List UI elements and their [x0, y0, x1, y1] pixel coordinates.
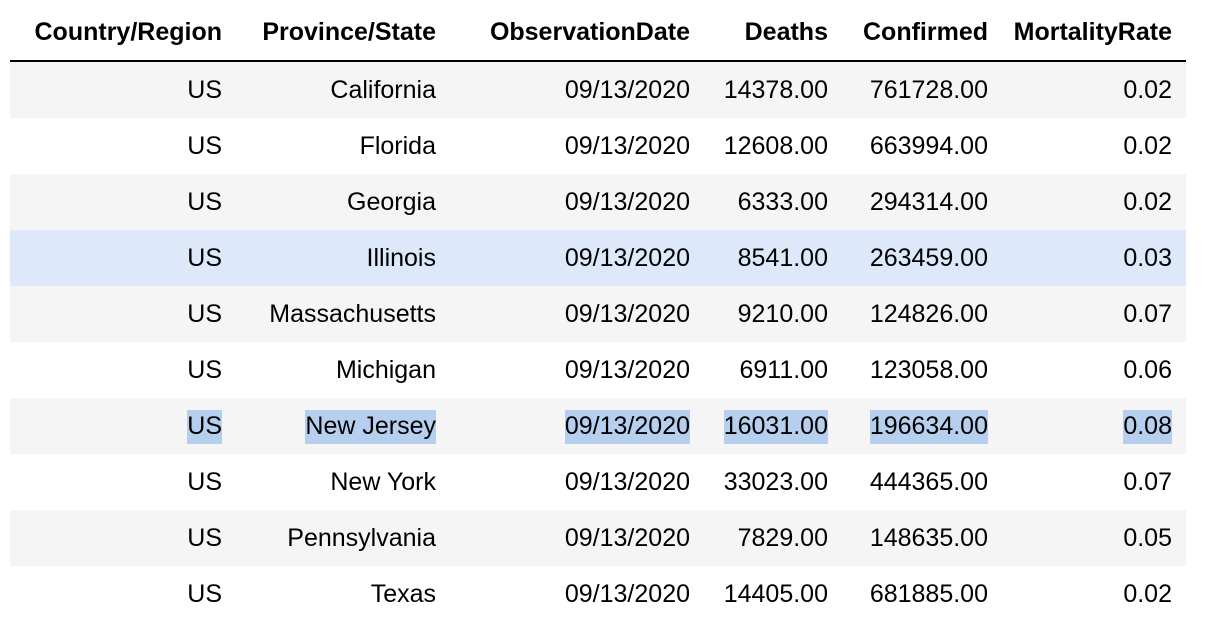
- cell-mortality-rate: 0.05: [1123, 523, 1172, 552]
- cell-province-state: Georgia: [347, 187, 436, 216]
- cell-mortality-rate: 0.02: [1123, 75, 1172, 104]
- column-header-mortality-rate: MortalityRate: [1013, 17, 1172, 46]
- cell-mortality-rate: 0.07: [1123, 467, 1172, 496]
- table-row[interactable]: US Massachusetts 09/13/2020 9210.00 1248…: [10, 286, 1186, 342]
- selected-text: US: [187, 409, 222, 444]
- cell-country-region: US: [187, 75, 222, 104]
- column-header-province-state: Province/State: [262, 17, 436, 46]
- selected-text: 09/13/2020: [564, 409, 690, 444]
- cell-country-region: US: [187, 299, 222, 328]
- dataframe-table-container: Country/Region Province/State Observatio…: [10, 4, 1186, 622]
- cell-confirmed: 148635.00: [869, 523, 988, 552]
- column-header-deaths: Deaths: [744, 17, 828, 46]
- dataframe-table: Country/Region Province/State Observatio…: [10, 4, 1186, 622]
- cell-confirmed: 263459.00: [869, 243, 988, 272]
- cell-observation-date: 09/13/2020: [564, 75, 690, 104]
- cell-confirmed: 196634.00: [842, 398, 1002, 454]
- cell-country-region: US: [187, 523, 222, 552]
- cell-province-state: Massachusetts: [269, 299, 436, 328]
- selected-text: 0.08: [1123, 409, 1172, 444]
- cell-deaths: 6333.00: [737, 187, 828, 216]
- cell-deaths: 8541.00: [737, 243, 828, 272]
- cell-province-state: Michigan: [335, 355, 436, 384]
- cell-province-state: Pennsylvania: [287, 523, 436, 552]
- selected-text: 196634.00: [869, 409, 988, 444]
- cell-country-region: US: [187, 579, 222, 608]
- cell-confirmed: 124826.00: [869, 299, 988, 328]
- cell-province-state: New Jersey: [236, 398, 450, 454]
- cell-country-region: US: [187, 243, 222, 272]
- table-row-hovered[interactable]: US Illinois 09/13/2020 8541.00 263459.00…: [10, 230, 1186, 286]
- cell-observation-date: 09/13/2020: [564, 243, 690, 272]
- table-row[interactable]: US Michigan 09/13/2020 6911.00 123058.00…: [10, 342, 1186, 398]
- table-row[interactable]: US Georgia 09/13/2020 6333.00 294314.00 …: [10, 174, 1186, 230]
- cell-mortality-rate: 0.03: [1123, 243, 1172, 272]
- cell-confirmed: 294314.00: [869, 187, 988, 216]
- cell-observation-date: 09/13/2020: [564, 299, 690, 328]
- cell-country-region: US: [10, 398, 236, 454]
- cell-province-state: Texas: [370, 579, 436, 608]
- column-header-country-region: Country/Region: [34, 17, 223, 46]
- cell-country-region: US: [187, 355, 222, 384]
- cell-observation-date: 09/13/2020: [564, 467, 690, 496]
- table-row[interactable]: US Pennsylvania 09/13/2020 7829.00 14863…: [10, 510, 1186, 566]
- cell-mortality-rate: 0.07: [1123, 299, 1172, 328]
- column-header-confirmed: Confirmed: [863, 17, 988, 46]
- cell-province-state: Illinois: [366, 243, 436, 272]
- cell-deaths: 33023.00: [723, 467, 828, 496]
- cell-country-region: US: [187, 467, 222, 496]
- cell-observation-date: 09/13/2020: [564, 579, 690, 608]
- table-row[interactable]: US New York 09/13/2020 33023.00 444365.0…: [10, 454, 1186, 510]
- cell-observation-date: 09/13/2020: [564, 355, 690, 384]
- selected-text: 16031.00: [723, 409, 828, 444]
- cell-deaths: 6911.00: [739, 355, 828, 384]
- cell-deaths: 14378.00: [723, 75, 828, 104]
- table-body: US California 09/13/2020 14378.00 761728…: [10, 61, 1186, 622]
- cell-deaths: 12608.00: [723, 131, 828, 160]
- cell-deaths: 14405.00: [723, 579, 828, 608]
- cell-country-region: US: [187, 131, 222, 160]
- selected-text: New Jersey: [305, 409, 436, 444]
- cell-confirmed: 761728.00: [869, 75, 988, 104]
- cell-mortality-rate: 0.08: [1002, 398, 1186, 454]
- cell-confirmed: 123058.00: [869, 355, 988, 384]
- cell-observation-date: 09/13/2020: [564, 131, 690, 160]
- cell-province-state: California: [330, 75, 436, 104]
- cell-mortality-rate: 0.02: [1123, 187, 1172, 216]
- cell-deaths: 7829.00: [737, 523, 828, 552]
- cell-confirmed: 444365.00: [869, 467, 988, 496]
- cell-deaths: 16031.00: [704, 398, 842, 454]
- cell-deaths: 9210.00: [737, 299, 828, 328]
- cell-confirmed: 663994.00: [869, 131, 988, 160]
- cell-country-region: US: [187, 187, 222, 216]
- table-row[interactable]: US Texas 09/13/2020 14405.00 681885.00 0…: [10, 566, 1186, 622]
- cell-mortality-rate: 0.02: [1123, 579, 1172, 608]
- cell-mortality-rate: 0.06: [1123, 355, 1172, 384]
- cell-province-state: Florida: [359, 131, 436, 160]
- cell-confirmed: 681885.00: [869, 579, 988, 608]
- cell-observation-date: 09/13/2020: [450, 398, 704, 454]
- table-row[interactable]: US Florida 09/13/2020 12608.00 663994.00…: [10, 118, 1186, 174]
- cell-mortality-rate: 0.02: [1123, 131, 1172, 160]
- table-row[interactable]: US California 09/13/2020 14378.00 761728…: [10, 61, 1186, 118]
- cell-observation-date: 09/13/2020: [564, 523, 690, 552]
- header-row: Country/Region Province/State Observatio…: [10, 4, 1186, 61]
- table-header: Country/Region Province/State Observatio…: [10, 4, 1186, 61]
- cell-province-state: New York: [330, 467, 436, 496]
- cell-observation-date: 09/13/2020: [564, 187, 690, 216]
- column-header-observation-date: ObservationDate: [489, 17, 690, 46]
- table-row-selected[interactable]: US New Jersey 09/13/2020 16031.00 196634…: [10, 398, 1186, 454]
